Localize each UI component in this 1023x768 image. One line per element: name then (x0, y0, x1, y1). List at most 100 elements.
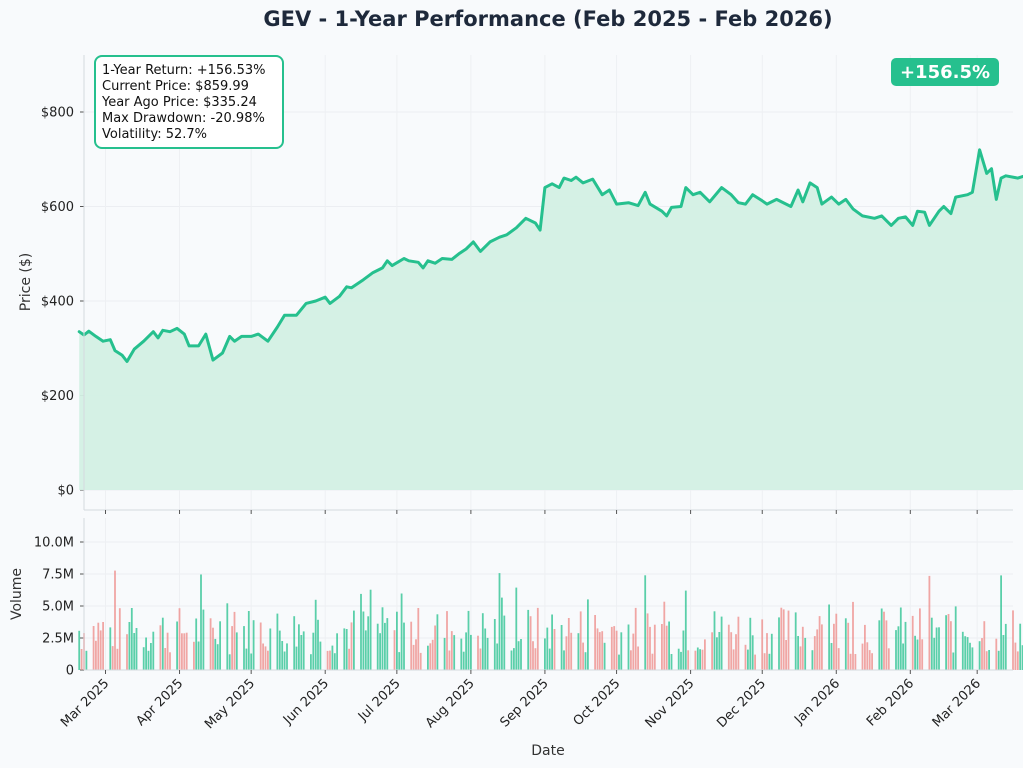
volume-bar (763, 653, 766, 670)
volume-bar (410, 621, 413, 670)
volume-bar (460, 638, 463, 670)
volume-bar (594, 615, 596, 670)
volume-bar (995, 638, 998, 670)
volume-bar (577, 633, 580, 670)
volume-bar (744, 644, 747, 670)
volume-bar (470, 634, 472, 670)
volume-bar (818, 616, 821, 670)
return-badge: +156.5% (891, 58, 999, 86)
volume-bar (1021, 645, 1023, 670)
volume-bar (527, 609, 530, 670)
volume-bar (214, 638, 217, 670)
volume-bar (226, 603, 229, 670)
volume-bar (548, 648, 551, 670)
volume-bar (895, 630, 897, 670)
price-panel: $0 $200 $400 $600 $800 (41, 55, 1023, 514)
volume-bar (737, 616, 740, 670)
volume-bar (837, 648, 840, 670)
volume-bar (864, 624, 866, 670)
volume-bar (766, 633, 768, 670)
return-badge-background (891, 58, 999, 86)
volume-bar (704, 639, 706, 670)
date-tick-label: Jul 2025 (355, 676, 404, 725)
volume-bar (1014, 642, 1017, 670)
volume-bar (498, 573, 501, 670)
volume-bar (610, 626, 613, 670)
volume-tick-label: 7.5M (42, 568, 74, 583)
volume-bar (644, 575, 647, 670)
volume-bar (632, 633, 635, 670)
volume-bar (966, 637, 969, 670)
stats-line-max-drawdown: Max Drawdown: -20.98% (102, 111, 265, 126)
volume-bar (720, 616, 723, 670)
volume-bar (400, 593, 403, 670)
volume-bar (116, 648, 119, 670)
volume-bar (897, 626, 900, 670)
volume-bar (883, 611, 885, 670)
volume-bar (916, 639, 919, 670)
volume-bar (252, 620, 255, 670)
date-tick-label: Nov 2025 (643, 676, 698, 731)
volume-bar (393, 630, 396, 670)
volume-bar (431, 639, 434, 670)
volume-bar (326, 650, 329, 670)
date-tick-label: Dec 2025 (714, 676, 769, 731)
volume-bar (298, 624, 300, 670)
volume-bar (503, 615, 506, 670)
volume-bar (770, 633, 773, 670)
volume-bar (396, 611, 398, 670)
volume-bar (462, 651, 465, 670)
volume-bar (587, 599, 589, 670)
volume-bar (880, 608, 883, 670)
volume-bar (97, 622, 100, 670)
volume-bar (133, 633, 136, 670)
price-axis-label: Price ($) (18, 253, 34, 311)
date-tick-label: Mar 2026 (930, 676, 984, 730)
volume-bar (276, 613, 279, 670)
volume-bar (560, 625, 563, 670)
volume-bar (861, 643, 864, 670)
volume-bar (749, 617, 752, 670)
volume-bar (761, 619, 764, 670)
volume-bar (1012, 610, 1014, 670)
volume-bar (718, 632, 721, 670)
volume-bar (209, 618, 212, 670)
volume-bar (985, 651, 988, 670)
volume-bar (427, 645, 429, 670)
stats-line-year-ago-price: Year Ago Price: $335.24 (101, 95, 257, 110)
volume-bar (481, 613, 484, 670)
volume-bar (314, 599, 317, 670)
volume-bar (434, 625, 436, 670)
volume-bar (866, 642, 869, 670)
volume-bar (517, 641, 520, 670)
volume-bar (778, 617, 780, 670)
volume-bar (945, 615, 947, 670)
volume-bar (193, 641, 195, 670)
volume-bar (259, 622, 262, 670)
volume-bar (195, 618, 198, 670)
volume-bar (135, 628, 138, 670)
volume-bar (754, 654, 756, 670)
volume-bar (902, 643, 904, 670)
volume-tick-label: 5.0M (42, 600, 74, 615)
volume-bar (553, 629, 556, 670)
price-line (77, 148, 1023, 363)
volume-bar (262, 643, 264, 670)
date-tick-label: Apr 2025 (133, 676, 186, 729)
volume-bar (319, 641, 322, 670)
volume-bar (219, 621, 221, 670)
stats-line-volatility: Volatility: 52.7% (102, 127, 207, 142)
volume-bar (364, 630, 367, 670)
volume-bar (833, 623, 835, 670)
volume-bar (735, 634, 737, 670)
volume-bar (529, 616, 532, 670)
volume-bar (694, 650, 697, 670)
volume-bar (343, 628, 346, 670)
volume-bar (546, 627, 549, 670)
volume-bar (680, 651, 682, 670)
volume-bar (878, 620, 881, 670)
volume-bar (847, 622, 850, 670)
volume-bar (696, 647, 699, 670)
volume-bar (928, 575, 931, 670)
